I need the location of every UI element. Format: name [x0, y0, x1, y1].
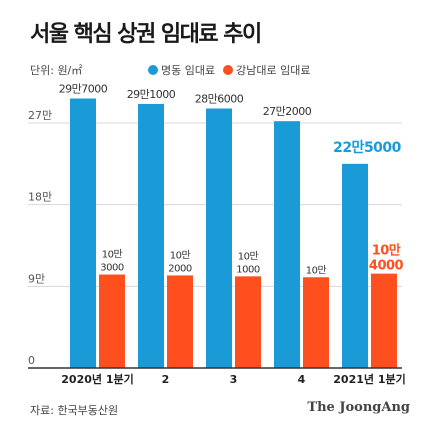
- y-tick-label: 0: [28, 354, 35, 367]
- bar-gangnam: [167, 275, 193, 368]
- data-label-gangnam: 10만: [238, 250, 259, 262]
- data-label-myeongdong: 29만1000: [127, 88, 176, 101]
- data-label-myeongdong: 28만6000: [195, 92, 244, 105]
- data-label-gangnam: 3000: [100, 263, 124, 274]
- data-label-gangnam: 10만: [170, 249, 191, 261]
- data-label-myeongdong: 22만5000: [333, 140, 402, 156]
- y-tick-label: 27만: [28, 109, 52, 122]
- legend-label-myeongdong: 명동 임대료: [161, 64, 216, 77]
- y-tick-label: 9만: [28, 272, 45, 285]
- bar-myeongdong: [70, 98, 96, 368]
- bar-myeongdong: [138, 103, 164, 368]
- bar-gangnam: [235, 276, 261, 368]
- bar-gangnam: [99, 274, 125, 368]
- y-tick-label: 18만: [28, 191, 52, 204]
- bar-myeongdong: [274, 121, 300, 369]
- x-tick-label: 2: [162, 373, 170, 386]
- data-label-gangnam: 10만: [372, 243, 401, 259]
- x-tick-label: 3: [230, 373, 238, 386]
- x-tick-label: 4: [298, 373, 306, 386]
- legend-item-myeongdong: 명동 임대료: [148, 62, 215, 78]
- legend-item-gangnam: 강남대로 임대료: [223, 62, 310, 78]
- data-label-gangnam: 4000: [369, 259, 404, 274]
- legend: 명동 임대료 강남대로 임대료: [148, 62, 318, 78]
- bar-myeongdong: [342, 163, 368, 368]
- bar-myeongdong: [206, 108, 232, 369]
- x-tick-label: 2020년 1분기: [61, 372, 133, 386]
- x-tick-label: 2021년 1분기: [333, 372, 405, 386]
- data-label-myeongdong: 29만7000: [59, 83, 108, 96]
- legend-label-gangnam: 강남대로 임대료: [236, 64, 311, 77]
- data-label-gangnam: 1000: [236, 264, 260, 275]
- source-label: 자료: 한국부동산원: [30, 404, 119, 417]
- data-label-gangnam: 2000: [168, 263, 192, 274]
- data-label-myeongdong: 27만2000: [263, 105, 312, 118]
- legend-swatch-myeongdong: [148, 65, 158, 75]
- legend-swatch-gangnam: [223, 65, 234, 75]
- bar-gangnam: [371, 273, 397, 368]
- bar-chart: 0 9만 18만 27만 29만7000 10만 3000 2020년 1분기 29만1000 1…: [28, 83, 406, 386]
- bar-gangnam: [303, 277, 329, 368]
- unit-label: 단위: 원/㎡: [30, 64, 83, 77]
- data-label-gangnam: 10만: [102, 249, 123, 261]
- brand-logo: The JoongAng: [307, 400, 410, 415]
- data-label-gangnam: 10만: [306, 264, 327, 276]
- chart-title: 서울 핵심 상권 임대료 추이: [30, 22, 262, 47]
